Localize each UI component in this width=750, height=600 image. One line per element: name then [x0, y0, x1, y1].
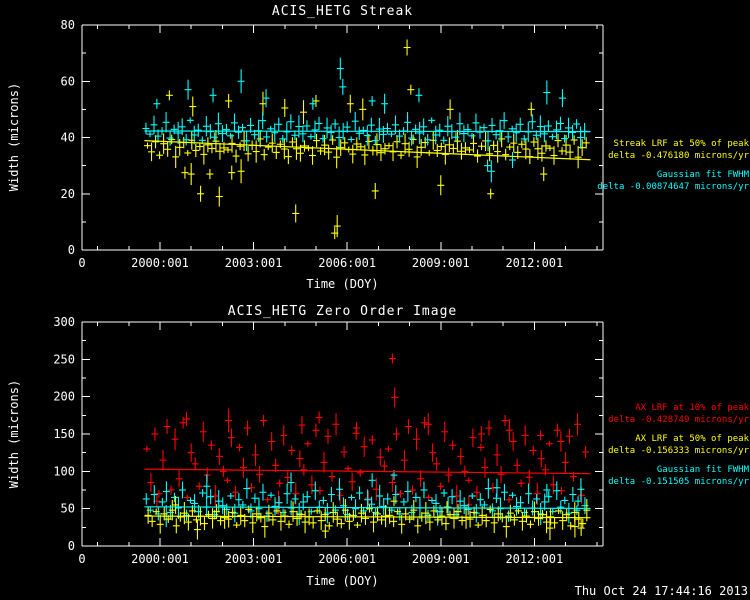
- zero-order-plot-canvas: 2000:001 2003:001 2006:001 2009:001 2012:001…: [53, 315, 604, 566]
- annotation-gaussian-fwhm-bottom: Gaussian fit FWHM delta -0.151505 micron…: [608, 464, 749, 488]
- svg-text:2006:001: 2006:001: [318, 552, 376, 566]
- top-panel-title: ACIS_HETG Streak: [271, 4, 414, 19]
- annotation-label: Streak LRF at 50% of peak: [613, 139, 749, 149]
- annotation-delta: delta -0.151505 microns/yr: [608, 477, 749, 487]
- top-panel-annotations: Streak LRF at 50% of peak delta -0.47618…: [597, 138, 749, 200]
- creation-timestamp: Thu Oct 24 17:44:16 2013: [574, 584, 748, 598]
- annotation-label: Gaussian fit FWHM: [656, 465, 749, 475]
- svg-text:2009:001: 2009:001: [412, 256, 470, 270]
- svg-text:2012:001: 2012:001: [505, 256, 563, 270]
- annotation-ax-lrf-50: AX LRF at 50% of peak delta -0.156333 mi…: [608, 433, 749, 457]
- svg-text:2009:001: 2009:001: [412, 552, 470, 566]
- svg-text:2006:001: 2006:001: [318, 256, 376, 270]
- top-y-axis-label: Width (microns): [7, 82, 21, 192]
- svg-text:200: 200: [53, 390, 75, 404]
- bottom-panel-title: ACIS_HETG Zero Order Image: [227, 304, 458, 319]
- annotation-delta: delta -0.00874647 microns/yr: [597, 182, 749, 192]
- svg-text:2000:001: 2000:001: [131, 256, 189, 270]
- annotation-delta: delta -0.156333 microns/yr: [608, 446, 749, 456]
- svg-text:0: 0: [68, 243, 75, 257]
- svg-text:0: 0: [68, 539, 75, 553]
- svg-text:40: 40: [61, 131, 75, 145]
- svg-text:2003:001: 2003:001: [225, 256, 283, 270]
- svg-text:20: 20: [61, 187, 75, 201]
- annotation-label: AX LRF at 50% of peak: [635, 434, 749, 444]
- annotation-delta: delta -0.476180 microns/yr: [608, 151, 749, 161]
- svg-text:150: 150: [53, 427, 75, 441]
- svg-text:0: 0: [78, 256, 85, 270]
- annotation-delta: delta -0.428749 microns/yr: [608, 415, 749, 425]
- bottom-x-axis-label: Time (DOY): [306, 574, 379, 588]
- annotation-streak-lrf-50: Streak LRF at 50% of peak delta -0.47618…: [597, 138, 749, 162]
- top-x-axis-label: Time (DOY): [306, 277, 379, 291]
- svg-text:2000:001: 2000:001: [131, 552, 189, 566]
- bottom-panel-annotations: AX LRF at 10% of peak delta -0.428749 mi…: [608, 402, 749, 495]
- annotation-ax-lrf-10: AX LRF at 10% of peak delta -0.428749 mi…: [608, 402, 749, 426]
- svg-text:2003:001: 2003:001: [225, 552, 283, 566]
- svg-text:60: 60: [61, 74, 75, 88]
- annotation-label: Gaussian fit FWHM: [656, 170, 749, 180]
- svg-text:100: 100: [53, 464, 75, 478]
- svg-text:250: 250: [53, 352, 75, 366]
- svg-text:50: 50: [61, 502, 75, 516]
- svg-text:2012:001: 2012:001: [505, 552, 563, 566]
- annotation-gaussian-fwhm-top: Gaussian fit FWHM delta -0.00874647 micr…: [597, 169, 749, 193]
- svg-text:0: 0: [78, 552, 85, 566]
- svg-text:80: 80: [61, 18, 75, 32]
- svg-text:300: 300: [53, 315, 75, 329]
- streak-plot-canvas: 2000:001 2003:001 2006:001 2009:001 2012:001…: [61, 18, 604, 270]
- annotation-label: AX LRF at 10% of peak: [635, 403, 749, 413]
- bottom-y-axis-label: Width (microns): [7, 379, 21, 489]
